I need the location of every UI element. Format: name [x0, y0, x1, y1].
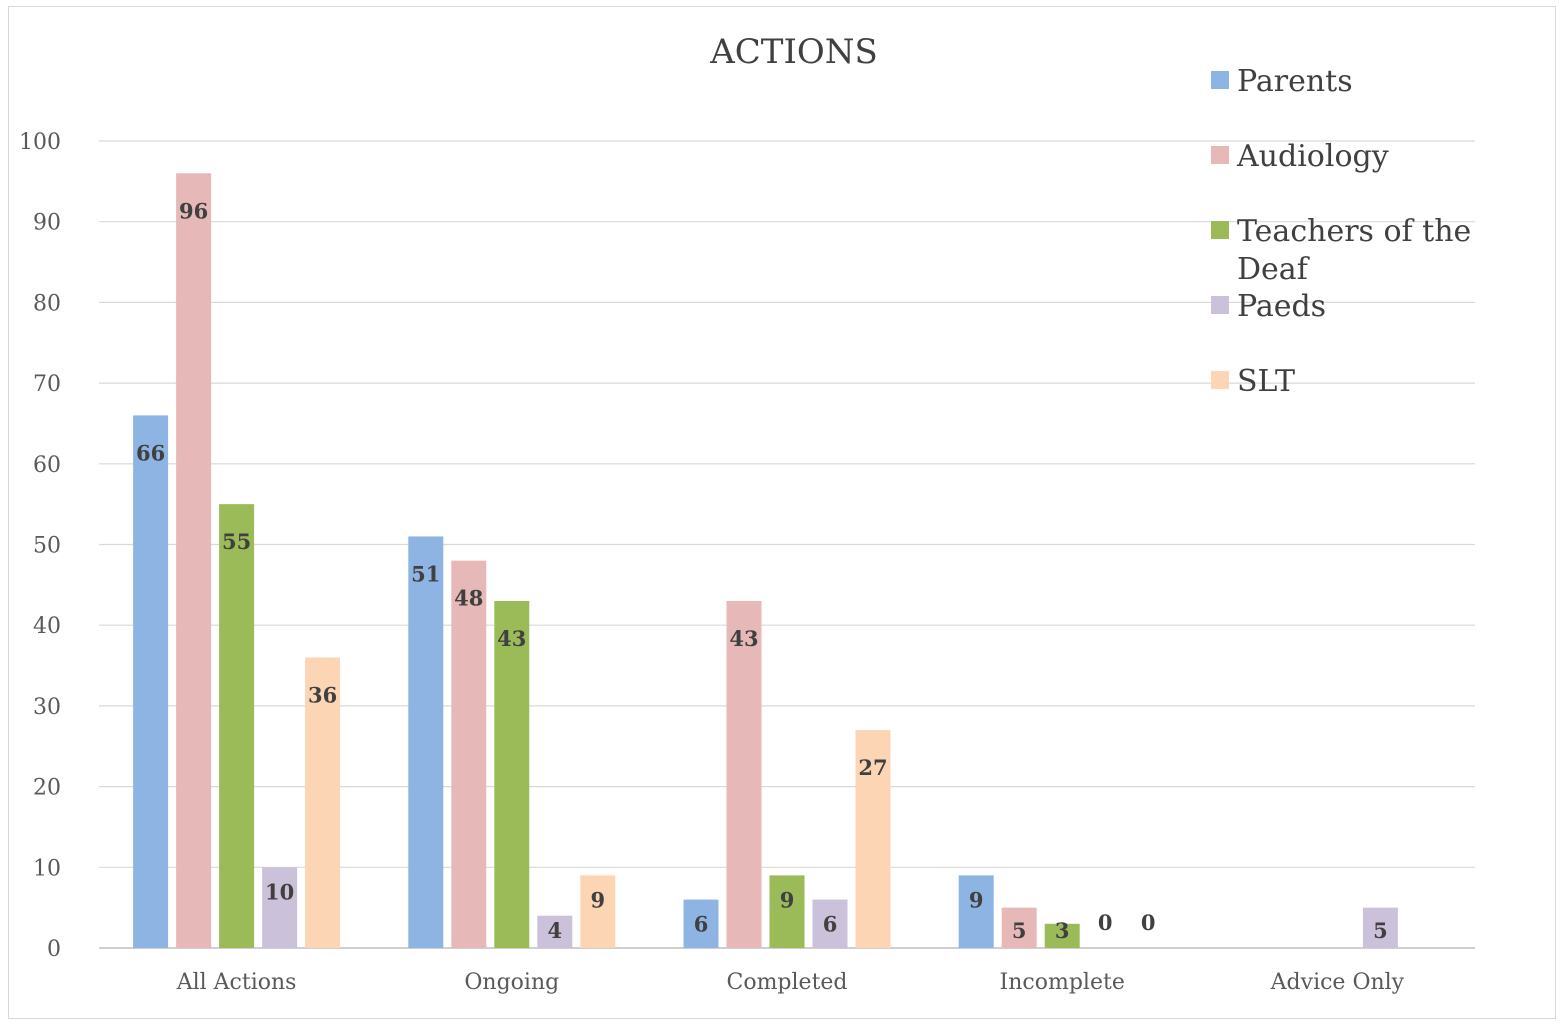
bar-teachers-of-the-deaf-incomplete: [1044, 923, 1080, 948]
y-tick-label: 80: [33, 291, 61, 316]
chart-title: ACTIONS: [709, 32, 878, 72]
y-tick-label: 90: [33, 211, 61, 236]
bar-slt-completed: [855, 730, 891, 948]
bar-parents-ongoing: [408, 536, 444, 948]
data-label: 6: [823, 912, 838, 937]
bar-audiology-all-actions: [176, 173, 212, 948]
bar-paeds-advice-only: [1362, 907, 1398, 948]
chart-frame: ACTIONS 0 10 20 30 40 50 60 70 80 90 100 66 96 55 10 3…: [8, 6, 1556, 1019]
bar-paeds-all-actions: [262, 867, 298, 948]
y-tick-label: 60: [33, 453, 61, 478]
legend-swatch: [1211, 146, 1229, 164]
data-label: 6: [694, 912, 709, 937]
bar-audiology-incomplete: [1001, 907, 1037, 948]
bar-teachers-of-the-deaf-completed: [769, 875, 805, 948]
y-tick-label: 20: [33, 776, 61, 801]
data-label: 27: [858, 755, 887, 780]
data-label: 10: [265, 879, 294, 904]
legend-swatch: [1211, 221, 1229, 239]
data-label: 66: [136, 440, 165, 465]
bar-paeds-ongoing: [537, 915, 573, 948]
x-axis-categories: All Actions Ongoing Completed Incomplete Adv…: [176, 970, 1405, 995]
x-category-label: Incomplete: [1000, 970, 1125, 995]
data-label: 0: [1098, 910, 1113, 935]
data-label: 96: [179, 198, 208, 223]
data-label: 43: [729, 626, 758, 651]
data-label: 9: [590, 887, 605, 912]
x-category-label: Ongoing: [464, 970, 559, 995]
y-axis-ticks: 0 10 20 30 40 50 60 70 80 90 100: [19, 130, 61, 962]
bar-slt-all-actions: [305, 657, 341, 948]
y-tick-label: 70: [33, 372, 61, 397]
data-label: 4: [547, 918, 562, 943]
legend-label: Parents: [1237, 64, 1353, 99]
legend-label: Teachers of the: [1237, 214, 1471, 249]
data-label: 0: [1141, 910, 1156, 935]
x-category-label: Completed: [726, 970, 847, 995]
y-tick-label: 30: [33, 695, 61, 720]
bar-parents-incomplete: [958, 875, 994, 948]
bars: [133, 173, 1398, 948]
legend-label: Paeds: [1237, 289, 1326, 324]
data-label: 43: [497, 626, 526, 651]
y-tick-label: 100: [19, 130, 61, 155]
bar-slt-ongoing: [580, 875, 616, 948]
bar-parents-completed: [683, 899, 719, 948]
bar-parents-all-actions: [133, 415, 169, 948]
data-label: 55: [222, 529, 251, 554]
legend-label: Deaf: [1237, 252, 1310, 287]
y-tick-label: 50: [33, 534, 61, 559]
x-category-label: All Actions: [176, 970, 297, 995]
bar-audiology-ongoing: [451, 560, 487, 948]
data-label: 5: [1012, 918, 1027, 943]
legend-swatch: [1211, 71, 1229, 89]
data-label: 48: [454, 586, 483, 611]
bar-teachers-of-the-deaf-all-actions: [219, 504, 255, 948]
data-label: 9: [969, 887, 984, 912]
legend: Parents Audiology Teachers of theDeafPaeds…: [1211, 64, 1471, 399]
bar-audiology-completed: [726, 600, 762, 948]
data-label: 5: [1373, 918, 1388, 943]
legend-label: Audiology: [1236, 139, 1389, 174]
y-tick-label: 40: [33, 614, 61, 639]
legend-swatch: [1211, 296, 1229, 314]
data-label: 51: [411, 561, 440, 586]
y-tick-label: 0: [47, 937, 61, 962]
data-label: 36: [308, 682, 337, 707]
bar-teachers-of-the-deaf-ongoing: [494, 600, 530, 948]
y-tick-label: 10: [33, 856, 61, 881]
legend-label: SLT: [1237, 364, 1295, 399]
bar-paeds-completed: [812, 899, 848, 948]
x-category-label: Advice Only: [1270, 970, 1405, 995]
legend-swatch: [1211, 371, 1229, 389]
data-label: 9: [780, 887, 795, 912]
data-label: 3: [1055, 918, 1070, 943]
